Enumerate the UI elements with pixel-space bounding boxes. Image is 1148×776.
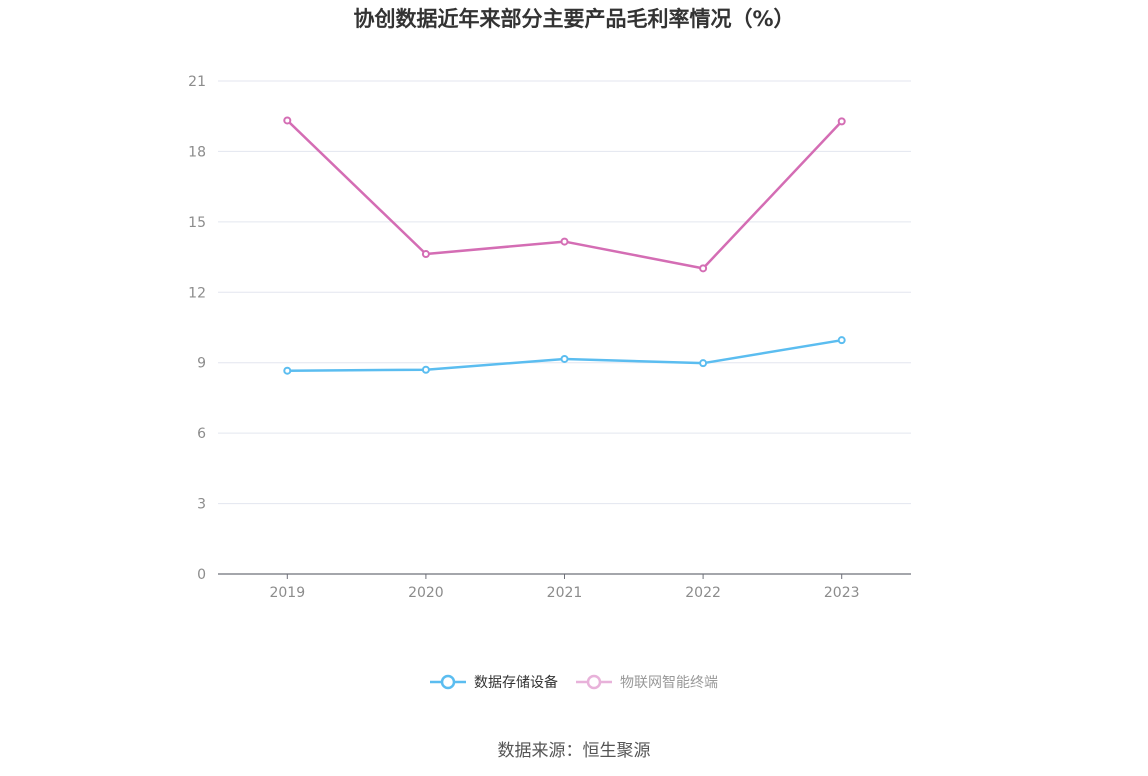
y-tick-label: 6: [197, 426, 206, 442]
series-lines: [283, 116, 846, 375]
data-point: [560, 354, 569, 363]
legend: 数据存储设备 物联网智能终端: [0, 672, 1148, 692]
legend-item-series-2[interactable]: 物联网智能终端: [576, 672, 718, 692]
y-tick-label: 18: [188, 144, 206, 160]
grid-lines: [218, 80, 911, 505]
y-tick-label: 3: [197, 497, 206, 513]
data-point: [837, 117, 846, 126]
data-point: [699, 264, 708, 273]
y-tick-label: 15: [188, 215, 206, 231]
chart-title: 协创数据近年来部分主要产品毛利率情况（%）: [353, 7, 795, 31]
data-point: [283, 366, 292, 375]
legend-item-series-1[interactable]: 数据存储设备: [430, 672, 558, 692]
y-tick-label: 21: [188, 74, 206, 90]
legend-marker-icon: [430, 674, 466, 690]
data-point: [837, 336, 846, 345]
y-tick-label: 9: [197, 356, 206, 372]
data-point: [699, 359, 708, 368]
legend-label: 物联网智能终端: [620, 675, 718, 691]
x-tick-label: 2021: [547, 585, 583, 601]
data-point: [421, 250, 430, 259]
y-tick-label: 0: [197, 567, 206, 583]
data-source-note: 数据来源：恒生聚源: [497, 741, 651, 761]
series-line-2: [286, 119, 843, 270]
legend-marker-icon: [576, 674, 612, 690]
legend-label: 数据存储设备: [474, 675, 558, 691]
x-tick-label: 2020: [408, 585, 444, 601]
data-point: [283, 116, 292, 125]
y-tick-label: 12: [188, 285, 206, 301]
data-point: [560, 237, 569, 246]
x-tick-label: 2022: [685, 585, 721, 601]
x-tick-label: 2023: [824, 585, 860, 601]
x-tick-label: 2019: [269, 585, 305, 601]
data-point: [421, 365, 430, 374]
axes: 0 3 6 9 12 15 18 21 2019 2020 2021 2022 2023: [188, 74, 911, 601]
